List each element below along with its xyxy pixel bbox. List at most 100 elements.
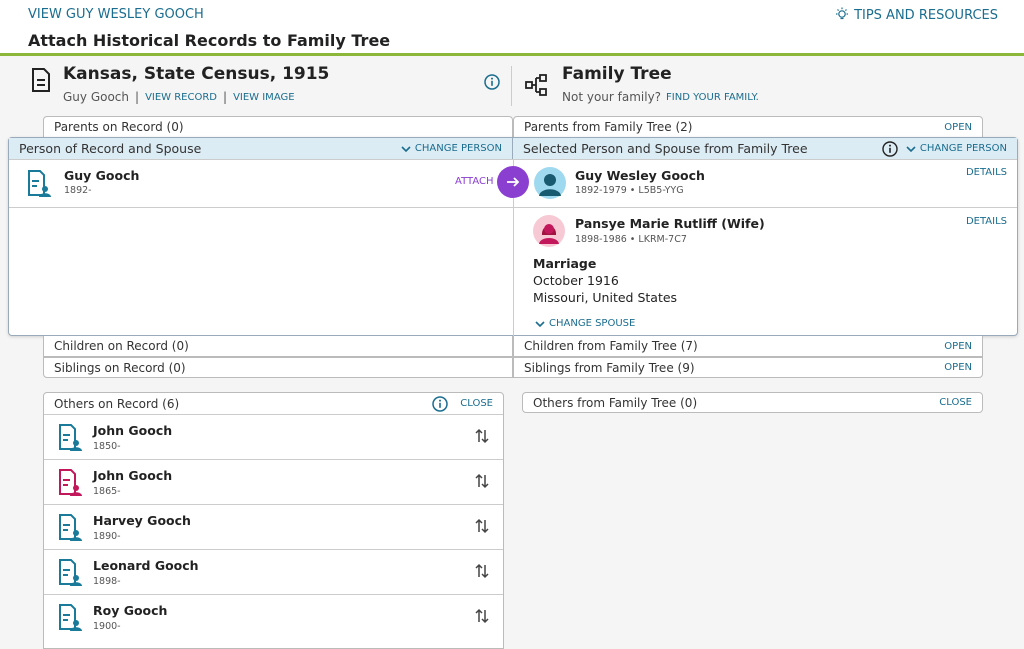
list-item[interactable]: Harvey Gooch 1890- (44, 504, 503, 549)
swap-icon[interactable] (475, 428, 489, 444)
separator: | (223, 90, 228, 104)
parents-tree-label: Parents from Family Tree (2) (524, 120, 693, 134)
siblings-record-label: Siblings on Record (0) (54, 360, 186, 375)
list-item[interactable]: Roy Gooch 1900- (44, 594, 503, 639)
tips-link[interactable]: TIPS AND RESOURCES (834, 7, 998, 23)
other-person-name[interactable]: John Gooch (93, 468, 173, 483)
arrow-right-icon (507, 177, 520, 187)
other-person-years: 1865- (93, 486, 121, 497)
document-icon (32, 68, 50, 92)
record-person-icon (59, 559, 82, 586)
parents-record-label: Parents on Record (0) (54, 120, 184, 134)
change-person-label: CHANGE PERSON (919, 143, 1007, 154)
other-person-years: 1850- (93, 441, 121, 452)
male-avatar (534, 167, 566, 199)
parents-open-button[interactable]: OPEN (944, 121, 972, 133)
others-tree-bar: Others from Family Tree (0) CLOSE (522, 392, 983, 413)
header-separator (511, 66, 512, 106)
chevron-down-icon (401, 145, 411, 152)
tree-person-header: Selected Person and Spouse from Family T… (513, 138, 1017, 159)
others-close-button[interactable]: CLOSE (460, 398, 493, 409)
other-person-years: 1900- (93, 621, 121, 632)
record-person-icon (28, 170, 51, 197)
change-spouse-label: CHANGE SPOUSE (549, 318, 636, 329)
spouse-details-link[interactable]: DETAILS (965, 216, 1007, 227)
swap-icon[interactable] (475, 563, 489, 579)
others-tree-label: Others from Family Tree (0) (533, 395, 698, 410)
children-tree-label: Children from Family Tree (7) (524, 339, 698, 353)
find-family-link[interactable]: FIND YOUR FAMILY. (666, 91, 759, 103)
children-on-record-bar: Children on Record (0) (43, 336, 513, 357)
list-item[interactable]: John Gooch 1865- (44, 459, 503, 504)
chevron-down-icon (535, 320, 545, 327)
tree-person-name[interactable]: Guy Wesley Gooch (575, 168, 705, 183)
siblings-tree-bar: Siblings from Family Tree (9) OPEN (513, 357, 983, 378)
change-person-tree-button[interactable]: CHANGE PERSON (906, 143, 1007, 154)
marriage-date: October 1916 (533, 273, 619, 288)
other-person-name[interactable]: John Gooch (93, 423, 173, 438)
tree-title: Family Tree (562, 64, 672, 84)
info-icon[interactable] (432, 395, 449, 412)
record-person-header: Person of Record and Spouse CHANGE PERSO… (9, 138, 513, 159)
siblings-open-button[interactable]: OPEN (944, 362, 972, 373)
other-person-name[interactable]: Roy Gooch (93, 603, 168, 618)
siblings-tree-label: Siblings from Family Tree (9) (524, 360, 695, 375)
record-person-icon (59, 424, 82, 451)
swap-icon[interactable] (475, 608, 489, 624)
tree-person-row: Guy Wesley Gooch 1892-1979 • L5B5-YYG DE… (514, 159, 1017, 208)
swap-icon[interactable] (475, 518, 489, 534)
attach-button[interactable] (497, 166, 529, 198)
separator: | (135, 90, 140, 104)
view-image-link[interactable]: VIEW IMAGE (233, 91, 295, 103)
other-person-name[interactable]: Leonard Gooch (93, 558, 199, 573)
source-person: Guy Gooch (63, 90, 130, 104)
tree-person-details-link[interactable]: DETAILS (965, 167, 1007, 178)
parents-tree-bar: Parents from Family Tree (2) OPEN (513, 116, 983, 137)
page-title: Attach Historical Records to Family Tree (28, 31, 391, 50)
tips-label: TIPS AND RESOURCES (854, 7, 998, 23)
not-family-text: Not your family? (562, 90, 662, 104)
spouse-name[interactable]: Pansye Marie Rutliff (Wife) (575, 216, 765, 231)
others-tree-close-button[interactable]: CLOSE (939, 397, 972, 408)
tree-subtitle: Not your family? FIND YOUR FAMILY. (562, 90, 759, 104)
others-record-label: Others on Record (6) (54, 396, 180, 411)
info-icon[interactable] (882, 140, 898, 157)
list-item[interactable]: John Gooch 1850- (44, 414, 503, 459)
family-tree-icon (525, 74, 547, 96)
siblings-on-record-bar: Siblings on Record (0) (43, 357, 513, 378)
change-person-label: CHANGE PERSON (414, 143, 502, 154)
source-title: Kansas, State Census, 1915 (63, 64, 330, 84)
spouse-info: 1898-1986 • LKRM-7C7 (575, 234, 687, 245)
header-divider (0, 53, 1024, 56)
record-person-name[interactable]: Guy Gooch (64, 168, 140, 183)
other-person-years: 1898- (93, 576, 121, 587)
others-record-header: Others on Record (6) CLOSE (44, 393, 503, 414)
female-avatar (533, 215, 565, 247)
lightbulb-icon (836, 7, 849, 20)
children-record-label: Children on Record (0) (54, 339, 189, 353)
change-spouse-button[interactable]: CHANGE SPOUSE (535, 318, 635, 329)
others-on-record-panel: Others on Record (6) CLOSE John Gooch 185… (43, 392, 504, 649)
children-open-button[interactable]: OPEN (944, 340, 972, 352)
tree-person-header-label: Selected Person and Spouse from Family T… (523, 141, 808, 156)
view-person-link[interactable]: VIEW GUY WESLEY GOOCH (28, 7, 204, 22)
change-person-record-button[interactable]: CHANGE PERSON (401, 143, 502, 154)
other-person-name[interactable]: Harvey Gooch (93, 513, 191, 528)
source-subtitle: Guy Gooch | VIEW RECORD | VIEW IMAGE (63, 90, 295, 104)
record-person-years: 1892- (64, 185, 92, 196)
tree-person-info: 1892-1979 • L5B5-YYG (575, 185, 684, 196)
record-person-icon (59, 604, 82, 631)
person-spouse-panel: Person of Record and Spouse CHANGE PERSO… (8, 137, 1018, 336)
other-person-years: 1890- (93, 531, 121, 542)
record-person-row: Guy Gooch 1892- ATTACH (9, 159, 513, 208)
children-tree-bar: Children from Family Tree (7) OPEN (513, 336, 983, 357)
attach-label: ATTACH (455, 176, 494, 187)
info-icon[interactable] (484, 74, 500, 90)
record-person-icon (59, 469, 82, 496)
record-person-header-label: Person of Record and Spouse (19, 141, 202, 156)
parents-on-record-bar: Parents on Record (0) (43, 116, 513, 137)
list-item[interactable]: Leonard Gooch 1898- (44, 549, 503, 594)
view-record-link[interactable]: VIEW RECORD (145, 91, 218, 103)
marriage-label: Marriage (533, 256, 597, 271)
swap-icon[interactable] (475, 473, 489, 489)
